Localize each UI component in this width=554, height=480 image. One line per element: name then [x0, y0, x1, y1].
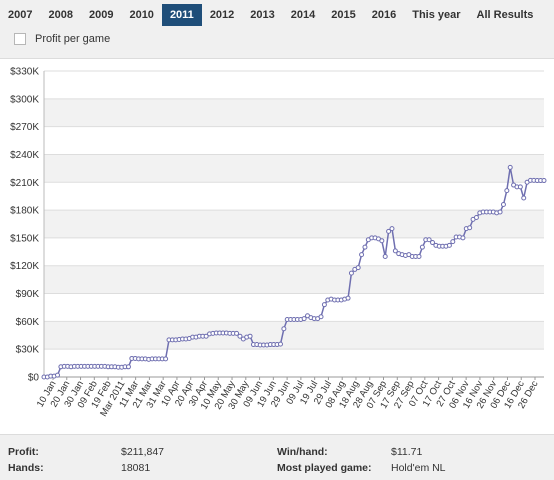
data-point[interactable]	[277, 341, 283, 347]
data-point[interactable]	[379, 238, 385, 244]
hands-value: 18081	[121, 462, 151, 474]
most-played-label: Most played game:	[277, 462, 372, 474]
data-point[interactable]	[203, 333, 209, 339]
summary-footer: Profit: $211,847 Hands: 18081 Win/hand: …	[0, 434, 554, 480]
y-tick-label: $330K	[10, 67, 39, 78]
tab-2015[interactable]: 2015	[331, 9, 356, 21]
profit-per-game-option[interactable]: Profit per game	[14, 33, 110, 45]
tab-2013[interactable]: 2013	[250, 9, 275, 21]
win-per-hand-value: $11.71	[391, 446, 423, 458]
data-point[interactable]	[460, 235, 466, 241]
data-point[interactable]	[362, 244, 368, 250]
data-point[interactable]	[234, 330, 240, 336]
data-point[interactable]	[345, 295, 351, 301]
y-tick-label: $180K	[10, 206, 39, 217]
year-tabs: 2007 2008 2009 2010 2011 2012 2013 2014 2015 2016…	[0, 4, 541, 26]
profit-per-game-label: Profit per game	[35, 33, 111, 45]
results-toolbar: 2007 2008 2009 2010 2011 2012 2013 2014 2015 2016…	[0, 0, 554, 59]
y-tick-label: $120K	[10, 261, 39, 272]
data-point[interactable]	[467, 225, 473, 231]
tab-2010[interactable]: 2010	[129, 9, 154, 21]
data-point[interactable]	[517, 184, 523, 190]
data-point[interactable]	[541, 178, 547, 184]
y-tick-label: $60K	[16, 317, 40, 328]
grid-band	[44, 154, 544, 183]
tab-this-year[interactable]: This year	[412, 9, 461, 21]
data-point[interactable]	[355, 265, 361, 271]
grid-band	[44, 98, 544, 127]
data-point[interactable]	[301, 316, 307, 322]
data-point[interactable]	[419, 244, 425, 250]
y-tick-label: $30K	[16, 345, 40, 356]
data-point[interactable]	[247, 333, 253, 339]
data-point[interactable]	[507, 164, 513, 170]
tab-2009[interactable]: 2009	[88, 9, 114, 21]
data-point[interactable]	[389, 226, 395, 232]
y-tick-label: $240K	[10, 150, 39, 161]
profit-per-game-checkbox[interactable]	[14, 33, 26, 45]
data-point[interactable]	[125, 364, 131, 370]
y-tick-label: $0	[28, 373, 40, 384]
tab-2011[interactable]: 2011	[161, 4, 202, 26]
data-point[interactable]	[318, 314, 324, 320]
y-tick-label: $90K	[16, 289, 40, 300]
tab-2008[interactable]: 2008	[48, 9, 73, 21]
data-point[interactable]	[348, 270, 354, 276]
profit-chart: $0 $30K $60K $90K $120K $150K $180K $210K $240K $…	[0, 59, 554, 429]
data-point[interactable]	[497, 209, 503, 215]
data-point[interactable]	[426, 237, 432, 243]
win-per-hand-label: Win/hand:	[277, 446, 328, 458]
profit-value: $211,847	[121, 446, 165, 458]
tab-2014[interactable]: 2014	[290, 9, 316, 21]
y-tick-label: $270K	[10, 122, 39, 133]
grid-band	[44, 265, 544, 294]
data-point[interactable]	[237, 333, 243, 339]
y-tick-label: $150K	[10, 233, 39, 244]
tab-2007[interactable]: 2007	[8, 9, 33, 21]
grid-band	[44, 321, 544, 350]
data-point[interactable]	[521, 195, 527, 201]
data-point[interactable]	[392, 248, 398, 254]
data-point[interactable]	[430, 240, 436, 246]
data-point[interactable]	[55, 372, 61, 378]
tab-2012[interactable]: 2012	[209, 9, 235, 21]
data-point[interactable]	[416, 253, 422, 259]
data-point[interactable]	[359, 252, 365, 258]
y-tick-label: $210K	[10, 178, 39, 189]
data-point[interactable]	[321, 302, 327, 308]
profit-label: Profit:	[8, 446, 39, 458]
data-point[interactable]	[473, 215, 479, 221]
data-point[interactable]	[386, 228, 392, 234]
y-tick-label: $300K	[10, 94, 39, 105]
most-played-value: Hold'em NL	[391, 462, 446, 474]
tab-all-results[interactable]: All Results	[476, 9, 534, 21]
data-point[interactable]	[504, 188, 510, 194]
data-point[interactable]	[446, 242, 452, 248]
data-point[interactable]	[163, 356, 169, 362]
data-point[interactable]	[450, 239, 456, 245]
data-point[interactable]	[281, 326, 287, 332]
data-point[interactable]	[382, 253, 388, 259]
hands-label: Hands:	[8, 462, 44, 474]
tab-2016[interactable]: 2016	[371, 9, 397, 21]
profit-line-chart: $0 $30K $60K $90K $120K $150K $180K $210K $240K $…	[10, 67, 547, 419]
grid-band	[44, 210, 544, 238]
data-point[interactable]	[500, 202, 506, 208]
